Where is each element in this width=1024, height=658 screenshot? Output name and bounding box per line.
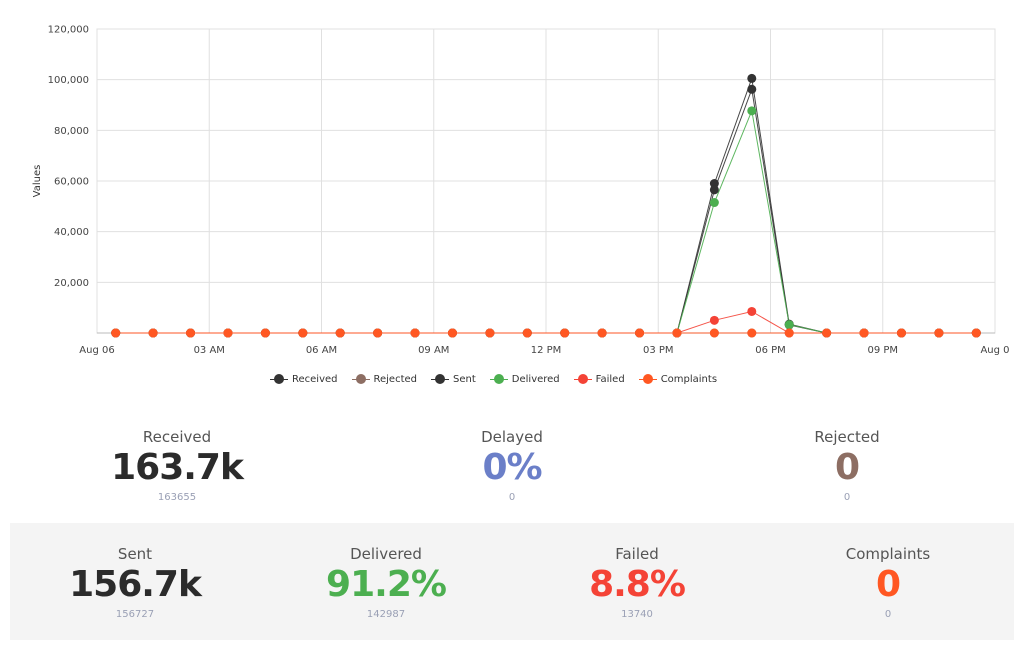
y-tick-label: 100,000 bbox=[48, 75, 89, 86]
legend-item-sent[interactable]: Sent bbox=[431, 371, 476, 387]
stat-failed-value: 8.8% bbox=[589, 564, 686, 605]
stat-delivered-label: Delivered bbox=[350, 545, 422, 563]
data-point-delivered bbox=[709, 198, 719, 208]
data-point-complaints bbox=[560, 328, 570, 338]
stat-complaints-label: Complaints bbox=[845, 545, 931, 563]
data-point-complaints bbox=[672, 328, 682, 338]
data-point-complaints bbox=[709, 328, 719, 338]
data-point-complaints bbox=[896, 328, 906, 338]
x-tick-label: 03 PM bbox=[643, 345, 674, 356]
stat-sent-label: Sent bbox=[117, 545, 153, 563]
stat-received-label: Received bbox=[142, 428, 212, 446]
stat-delivered-count: 142987 bbox=[366, 609, 406, 620]
data-point-complaints bbox=[635, 328, 645, 338]
y-tick-label: 20,000 bbox=[54, 278, 89, 289]
data-point-complaints bbox=[859, 328, 869, 338]
data-point-complaints bbox=[111, 328, 121, 338]
data-point-complaints bbox=[335, 328, 345, 338]
x-tick-label: Aug 0 bbox=[980, 345, 1009, 356]
x-tick-label: Aug 06 bbox=[79, 345, 114, 356]
stat-rejected-count: 0 bbox=[843, 492, 851, 503]
data-point-complaints bbox=[597, 328, 607, 338]
stat-delayed-count: 0 bbox=[508, 492, 516, 503]
chart-legend: Received Rejected Sent Delivered Failed Compl… bbox=[270, 371, 731, 387]
stat-delivered-value: 91.2% bbox=[326, 564, 447, 605]
legend-item-received[interactable]: Received bbox=[270, 371, 338, 387]
x-tick-label: 06 PM bbox=[755, 345, 786, 356]
y-tick-label: 120,000 bbox=[48, 25, 89, 36]
stat-failed-count: 13740 bbox=[621, 609, 653, 620]
y-tick-label: 40,000 bbox=[54, 227, 89, 238]
legend-marker bbox=[270, 373, 288, 385]
stat-complaints-count: 0 bbox=[884, 609, 892, 620]
legend-marker bbox=[431, 373, 450, 385]
stat-sent-count: 156727 bbox=[115, 609, 155, 620]
data-point-complaints bbox=[485, 328, 495, 338]
data-point-received bbox=[747, 73, 757, 83]
stat-sent-value: 156.7k bbox=[69, 564, 202, 605]
y-tick-label: 80,000 bbox=[54, 126, 89, 137]
data-point-complaints bbox=[747, 328, 757, 338]
stat-received: Received 163.7k 163655 bbox=[47, 428, 307, 503]
stat-delayed: Delayed 0% 0 bbox=[382, 428, 642, 503]
stat-sent: Sent 156.7k 156727 bbox=[5, 545, 265, 620]
x-tick-label: 06 AM bbox=[306, 345, 337, 356]
x-tick-label: 03 AM bbox=[194, 345, 225, 356]
data-point-complaints bbox=[447, 328, 457, 338]
stat-complaints-value: 0 bbox=[875, 564, 901, 605]
stat-received-value: 163.7k bbox=[111, 447, 244, 488]
data-point-complaints bbox=[260, 328, 270, 338]
legend-label: Sent bbox=[453, 373, 476, 385]
data-point-complaints bbox=[934, 328, 944, 338]
stat-rejected-value: 0 bbox=[834, 447, 860, 488]
data-point-complaints bbox=[373, 328, 383, 338]
bottom-stats-panel bbox=[10, 523, 1014, 640]
legend-label: Delivered bbox=[511, 373, 560, 385]
legend-label: Complaints bbox=[660, 373, 718, 385]
data-point-sent bbox=[709, 185, 719, 195]
line-chart: 20,000 40,000 60,000 80,000 100,000 120,000 Au… bbox=[32, 25, 1010, 357]
legend-marker bbox=[573, 373, 592, 385]
stat-failed-label: Failed bbox=[615, 545, 659, 563]
stat-delayed-value: 0% bbox=[482, 447, 542, 488]
x-tick-label: 09 AM bbox=[418, 345, 449, 356]
stat-rejected-label: Rejected bbox=[814, 428, 880, 446]
legend-label: Received bbox=[292, 373, 338, 385]
data-point-complaints bbox=[971, 328, 981, 338]
legend-marker bbox=[351, 373, 370, 385]
data-point-failed bbox=[747, 306, 757, 316]
data-point-received bbox=[709, 179, 719, 189]
data-point-complaints bbox=[223, 328, 233, 338]
stat-complaints: Complaints 0 0 bbox=[758, 545, 1018, 620]
legend-label: Rejected bbox=[373, 373, 418, 385]
data-point-complaints bbox=[410, 328, 420, 338]
data-point-sent bbox=[747, 84, 757, 94]
stat-rejected: Rejected 0 0 bbox=[717, 428, 977, 503]
legend-item-failed[interactable]: Failed bbox=[573, 371, 625, 387]
data-point-delivered bbox=[747, 106, 757, 116]
data-point-complaints bbox=[822, 328, 832, 338]
x-tick-label: 12 PM bbox=[531, 345, 562, 356]
legend-item-complaints[interactable]: Complaints bbox=[638, 371, 718, 387]
data-point-complaints bbox=[186, 328, 196, 338]
legend-marker bbox=[489, 373, 508, 385]
stat-delayed-label: Delayed bbox=[481, 428, 543, 446]
stat-received-count: 163655 bbox=[157, 492, 197, 503]
data-point-complaints bbox=[522, 328, 532, 338]
stat-delivered: Delivered 91.2% 142987 bbox=[256, 545, 516, 620]
legend-item-delivered[interactable]: Delivered bbox=[489, 371, 560, 387]
data-point-delivered bbox=[784, 320, 794, 330]
data-point-failed bbox=[709, 315, 719, 325]
legend-marker bbox=[638, 373, 657, 385]
legend-label: Failed bbox=[595, 373, 625, 385]
data-point-complaints bbox=[298, 328, 308, 338]
data-point-complaints bbox=[784, 328, 794, 338]
y-axis-title: Values bbox=[32, 165, 43, 198]
stat-failed: Failed 8.8% 13740 bbox=[507, 545, 767, 620]
data-point-complaints bbox=[148, 328, 158, 338]
x-tick-label: 09 PM bbox=[867, 345, 898, 356]
legend-item-rejected[interactable]: Rejected bbox=[351, 371, 418, 387]
y-tick-label: 60,000 bbox=[54, 177, 89, 188]
